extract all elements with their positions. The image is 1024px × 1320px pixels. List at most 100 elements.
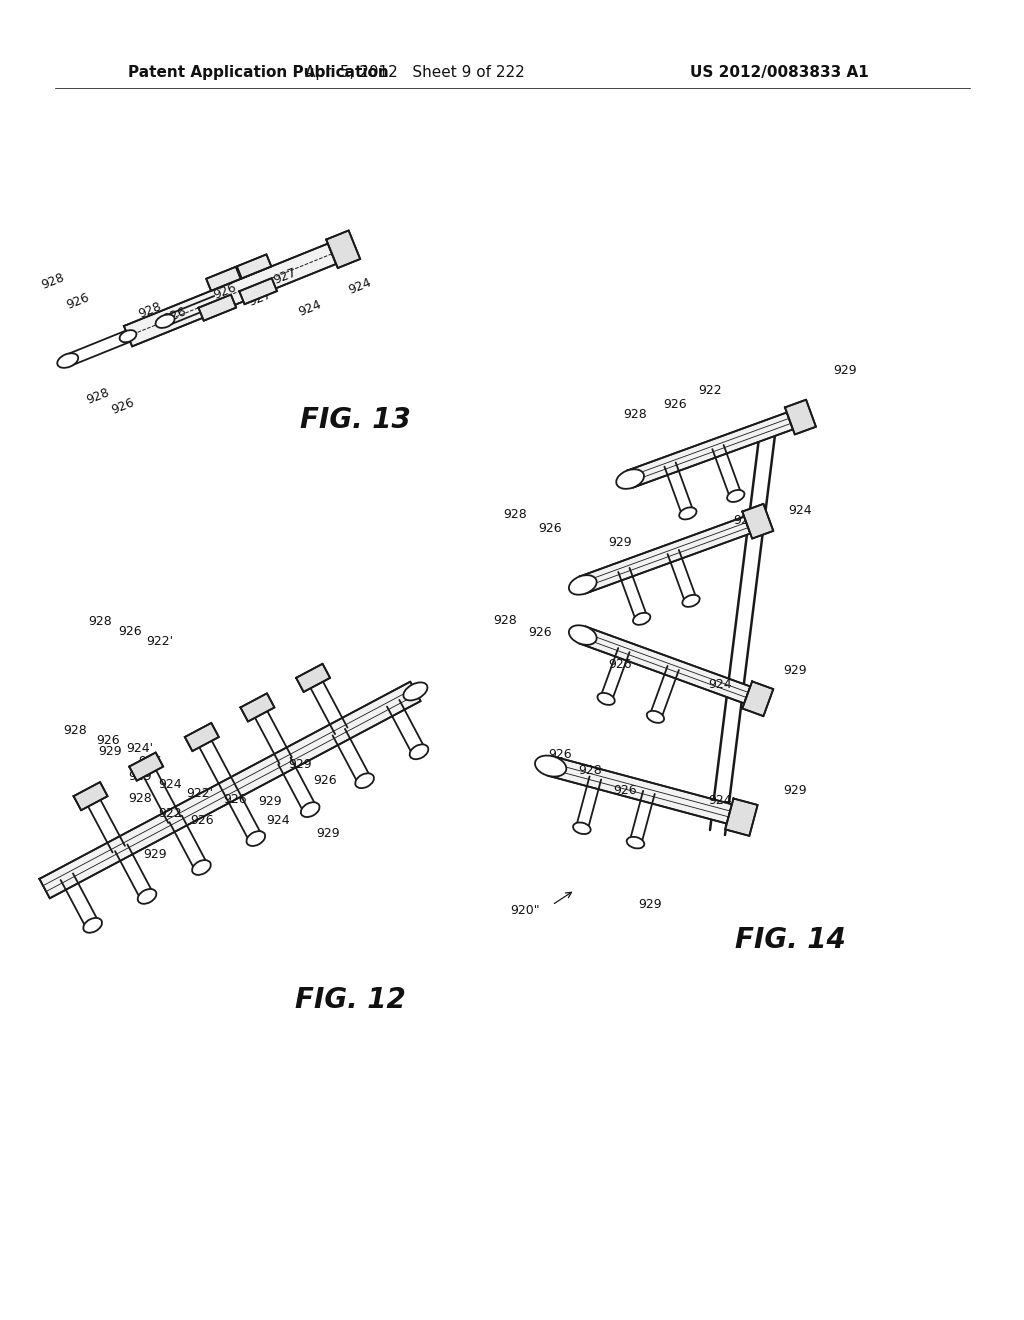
Text: 928: 928 [128,792,152,805]
Text: 928: 928 [579,763,602,776]
Text: 928: 928 [503,508,527,521]
Text: FIG. 13: FIG. 13 [300,407,411,434]
Polygon shape [199,294,237,321]
Text: 926: 926 [539,521,562,535]
Text: 926: 926 [138,755,162,768]
Ellipse shape [597,693,614,705]
Ellipse shape [193,861,211,875]
Polygon shape [206,267,241,290]
Text: 924: 924 [297,298,324,319]
Text: 929: 929 [316,828,340,840]
Text: 928: 928 [63,723,87,737]
Polygon shape [742,504,773,539]
Ellipse shape [247,832,265,846]
Text: 926: 926 [96,734,120,747]
Text: 927: 927 [247,288,273,309]
Text: Apr. 5, 2012   Sheet 9 of 222: Apr. 5, 2012 Sheet 9 of 222 [305,65,525,79]
Ellipse shape [627,837,644,849]
Text: 928: 928 [85,385,112,407]
Text: 924: 924 [733,513,757,527]
Ellipse shape [403,682,427,701]
Ellipse shape [83,917,102,933]
Ellipse shape [57,354,78,368]
Ellipse shape [355,774,374,788]
Polygon shape [237,255,271,279]
Ellipse shape [647,711,665,723]
Polygon shape [627,412,793,487]
Text: 928: 928 [88,615,112,628]
Text: 924: 924 [346,276,374,297]
Polygon shape [785,400,816,434]
Ellipse shape [137,888,157,904]
Text: Patent Application Publication: Patent Application Publication [128,65,389,79]
Text: 929: 929 [834,363,857,376]
Text: 926: 926 [118,624,141,638]
Text: 922: 922 [233,261,260,281]
Text: 928: 928 [40,271,67,292]
Ellipse shape [156,314,175,327]
Text: 928: 928 [494,614,517,627]
Ellipse shape [301,803,319,817]
Text: FIG. 14: FIG. 14 [734,927,846,954]
Ellipse shape [727,490,744,502]
Text: 927: 927 [271,265,298,286]
Polygon shape [296,664,330,692]
Text: 928: 928 [624,408,647,421]
Text: 929: 929 [783,664,807,676]
Ellipse shape [120,330,136,342]
Ellipse shape [679,507,696,519]
Text: 924: 924 [709,678,732,692]
Text: 926: 926 [528,626,552,639]
Text: 924: 924 [158,777,182,791]
Text: 929: 929 [783,784,807,796]
Text: 929: 929 [638,899,662,912]
Text: 926: 926 [65,290,91,312]
Polygon shape [580,627,751,704]
Text: 929: 929 [98,744,122,758]
Polygon shape [548,756,732,824]
Ellipse shape [682,595,699,607]
Text: 922: 922 [158,807,182,820]
Ellipse shape [569,576,597,595]
Text: 926: 926 [608,659,632,672]
Ellipse shape [573,822,591,834]
Ellipse shape [616,470,644,488]
Text: 929: 929 [608,536,632,549]
Text: 926: 926 [110,396,136,417]
Text: 926: 926 [313,774,337,787]
Text: 920": 920" [510,903,540,916]
Polygon shape [39,681,421,899]
Text: 926: 926 [223,793,247,807]
Text: 926: 926 [190,814,214,828]
Polygon shape [240,279,276,304]
Text: US 2012/0083833 A1: US 2012/0083833 A1 [690,65,868,79]
Ellipse shape [535,755,566,776]
Text: 924: 924 [788,503,812,516]
Polygon shape [129,752,163,780]
Ellipse shape [633,612,650,624]
Text: 926: 926 [212,281,239,302]
Text: 929: 929 [143,849,167,862]
Text: 926: 926 [548,748,571,762]
Ellipse shape [410,744,428,759]
Text: 924: 924 [709,793,732,807]
Text: 928: 928 [136,300,164,321]
Text: 922: 922 [698,384,722,396]
Polygon shape [742,681,773,717]
Polygon shape [580,516,751,594]
Polygon shape [241,693,274,722]
Text: 924: 924 [266,814,290,828]
Polygon shape [327,231,360,268]
Text: 929: 929 [128,770,152,783]
Polygon shape [725,799,758,836]
Text: 926: 926 [664,399,687,412]
Text: 926: 926 [162,305,188,326]
Polygon shape [74,781,108,810]
Text: 922': 922' [186,787,214,800]
Polygon shape [184,723,219,751]
Text: 929: 929 [258,795,282,808]
Text: 924': 924' [126,742,154,755]
Text: 929: 929 [288,759,312,771]
Ellipse shape [569,626,597,645]
Text: 926: 926 [613,784,637,796]
